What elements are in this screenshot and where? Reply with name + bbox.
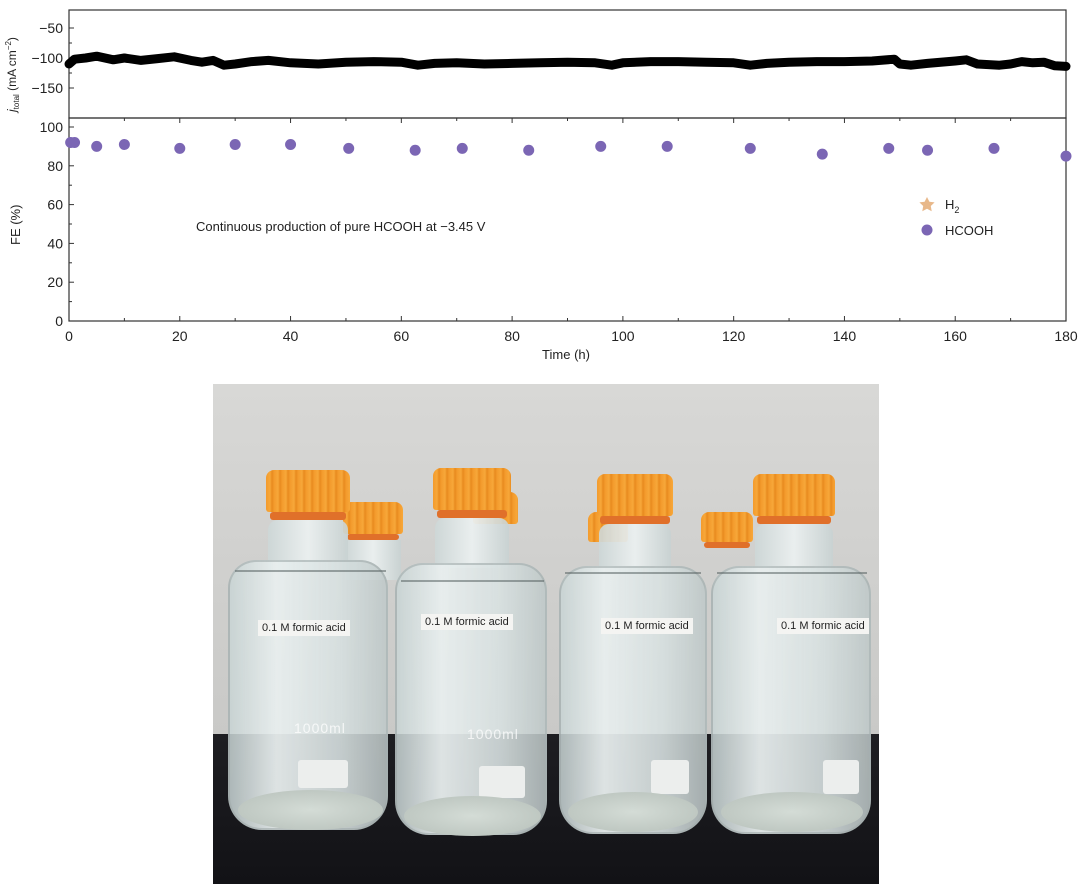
x-tick-label: 140 (833, 328, 857, 344)
hcooh-data-point (1060, 150, 1072, 162)
x-tick-label: 60 (394, 328, 410, 344)
bottom-y-tick-label: 40 (47, 235, 63, 251)
bottle-label: 0.1 M formic acid (258, 620, 350, 636)
x-tick-label: 180 (1054, 328, 1078, 344)
bottom-y-axis-label: FE (%) (8, 205, 23, 245)
bottle-label: 0.1 M formic acid (777, 618, 869, 634)
blank-label (298, 760, 348, 788)
bottom-y-tick-label: 60 (47, 197, 63, 213)
hcooh-data-point (595, 140, 607, 152)
bottle-3: 0.1 M formic acid (559, 474, 707, 838)
chart-annotation: Continuous production of pure HCOOH at −… (196, 219, 486, 234)
hcooh-data-point (456, 142, 468, 154)
hcooh-fe-points (65, 137, 1072, 162)
bottle-base (567, 792, 699, 832)
hcooh-data-point (285, 138, 297, 150)
bottle-cap (266, 470, 350, 512)
hcooh-data-point (883, 142, 895, 154)
x-tick-label: 20 (172, 328, 188, 344)
bottle-1: 1000ml 0.1 M formic acid (228, 470, 393, 834)
x-axis: 0 20 40 60 80 100 120 140 160 180 (65, 118, 1078, 344)
bottle-4: 0.1 M formic acid (711, 474, 873, 838)
bottle-base (720, 792, 864, 832)
cap-ring (600, 516, 670, 524)
x-tick-label: 0 (65, 328, 73, 344)
bottle-2: 1000ml 0.1 M formic acid (395, 468, 550, 840)
bottom-y-tick-label: 80 (47, 158, 63, 174)
star-marker-icon (919, 197, 935, 212)
circle-marker-icon (921, 224, 933, 236)
current-density-line (64, 51, 1071, 71)
bottle-base (404, 796, 541, 836)
top-y-tick-label: −50 (39, 20, 63, 36)
top-y-tick-label: −100 (31, 50, 63, 66)
bottle-cap (701, 512, 753, 542)
hcooh-data-point (91, 140, 103, 152)
bottom-y-tick-label: 0 (55, 313, 63, 329)
top-y-axis-label: jtotal (mA cm−2) (4, 37, 21, 114)
blank-label (823, 760, 859, 794)
x-tick-label: 100 (611, 328, 635, 344)
bottles-photo: 1000ml 0.1 M formic acid 1000ml 0.1 M fo… (213, 384, 879, 884)
bottle-label: 0.1 M formic acid (421, 614, 513, 630)
chart-figure: −50 −100 −150 0 20 40 60 80 100 0 20 40 60 80 100 120… (4, 9, 1078, 362)
top-y-axis: −50 −100 −150 (31, 20, 74, 96)
liquid-level (401, 580, 544, 582)
bottle-label: 0.1 M formic acid (601, 618, 693, 634)
legend: H2 HCOOH (919, 197, 993, 238)
hcooh-data-point (229, 138, 241, 150)
cap-ring (704, 542, 750, 548)
liquid-level (717, 572, 867, 574)
hcooh-data-point (661, 140, 673, 152)
hcooh-data-point (988, 142, 1000, 154)
bottle-neck (599, 524, 671, 574)
hcooh-data-point (343, 142, 355, 154)
liquid-level (564, 572, 702, 574)
legend-hcooh-label: HCOOH (945, 223, 993, 238)
hcooh-data-point (816, 148, 828, 160)
bottom-y-tick-label: 20 (47, 274, 63, 290)
cap-ring (270, 512, 346, 520)
bottle-cap (597, 474, 673, 516)
bottle-base (237, 790, 384, 830)
hcooh-data-point (174, 142, 186, 154)
x-tick-label: 80 (504, 328, 520, 344)
liquid-level (234, 570, 387, 572)
blank-label (479, 766, 525, 798)
bottom-y-axis: 0 20 40 60 80 100 (40, 119, 74, 329)
bottle-cap (433, 468, 511, 510)
graduation-text: 1000ml (294, 720, 346, 736)
hcooh-data-point (922, 144, 934, 156)
hcooh-data-point (69, 137, 81, 149)
top-y-tick-label: −150 (31, 80, 63, 96)
x-tick-label: 40 (283, 328, 299, 344)
bottle-cap (753, 474, 835, 516)
blank-label (651, 760, 689, 794)
graduation-text: 1000ml (467, 726, 519, 742)
hcooh-data-point (744, 142, 756, 154)
hcooh-data-point (118, 138, 130, 150)
cap-ring (437, 510, 507, 518)
cap-ring (347, 534, 399, 540)
hcooh-data-point (523, 144, 535, 156)
bottle-cap (343, 502, 403, 534)
legend-h2-label: H2 (945, 197, 959, 215)
cap-ring (757, 516, 831, 524)
x-tick-label: 120 (722, 328, 746, 344)
bottom-y-tick-label: 100 (40, 119, 64, 135)
x-tick-label: 160 (944, 328, 968, 344)
hcooh-data-point (409, 144, 421, 156)
bottle-neck (755, 524, 833, 574)
bottle-neck (435, 518, 509, 568)
x-axis-label: Time (h) (542, 347, 590, 362)
